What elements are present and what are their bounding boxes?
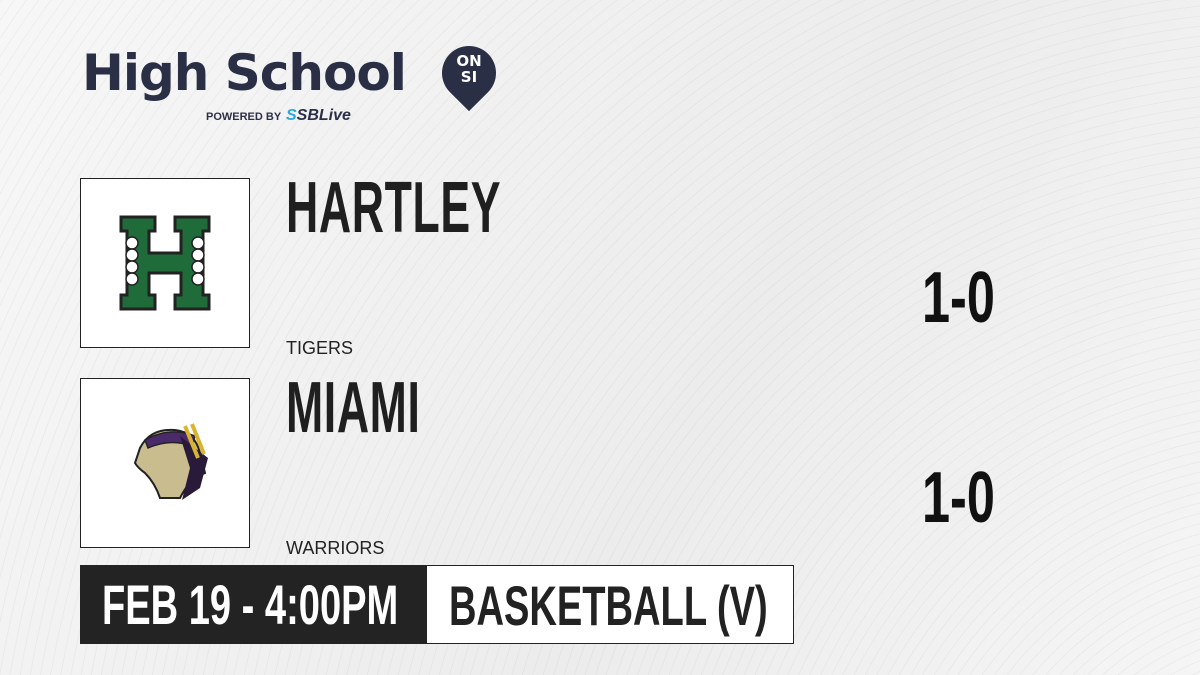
game-datetime: FEB 19 - 4:00PM	[102, 573, 399, 636]
warrior-head-logo-icon	[133, 423, 208, 500]
powered-by: POWERED BY	[206, 111, 282, 123]
team-record: 1-0	[922, 458, 995, 538]
badge-bottom: SI	[460, 68, 478, 86]
hartley-h-logo-icon	[119, 215, 211, 311]
partner-mark: S	[286, 107, 297, 124]
game-sport-panel: BASKETBALL (V)	[426, 565, 794, 644]
team-logo-hartley	[80, 178, 250, 348]
brand-title: High School	[82, 44, 407, 102]
brand-badge: ON SI	[442, 53, 496, 85]
partner-logo: SSBLive	[286, 107, 351, 125]
badge-top: ON	[456, 52, 482, 70]
team-name: MIAMI	[286, 368, 421, 448]
game-datetime-panel: FEB 19 - 4:00PM	[80, 565, 426, 644]
game-sport: BASKETBALL (V)	[449, 574, 768, 637]
team-record: 1-0	[922, 258, 995, 338]
team-mascot: TIGERS	[286, 338, 354, 358]
partner-name: SBLive	[296, 107, 351, 124]
team-mascot: WARRIORS	[286, 538, 385, 558]
team-logo-miami	[80, 378, 250, 548]
team-name: HARTLEY	[286, 168, 502, 248]
